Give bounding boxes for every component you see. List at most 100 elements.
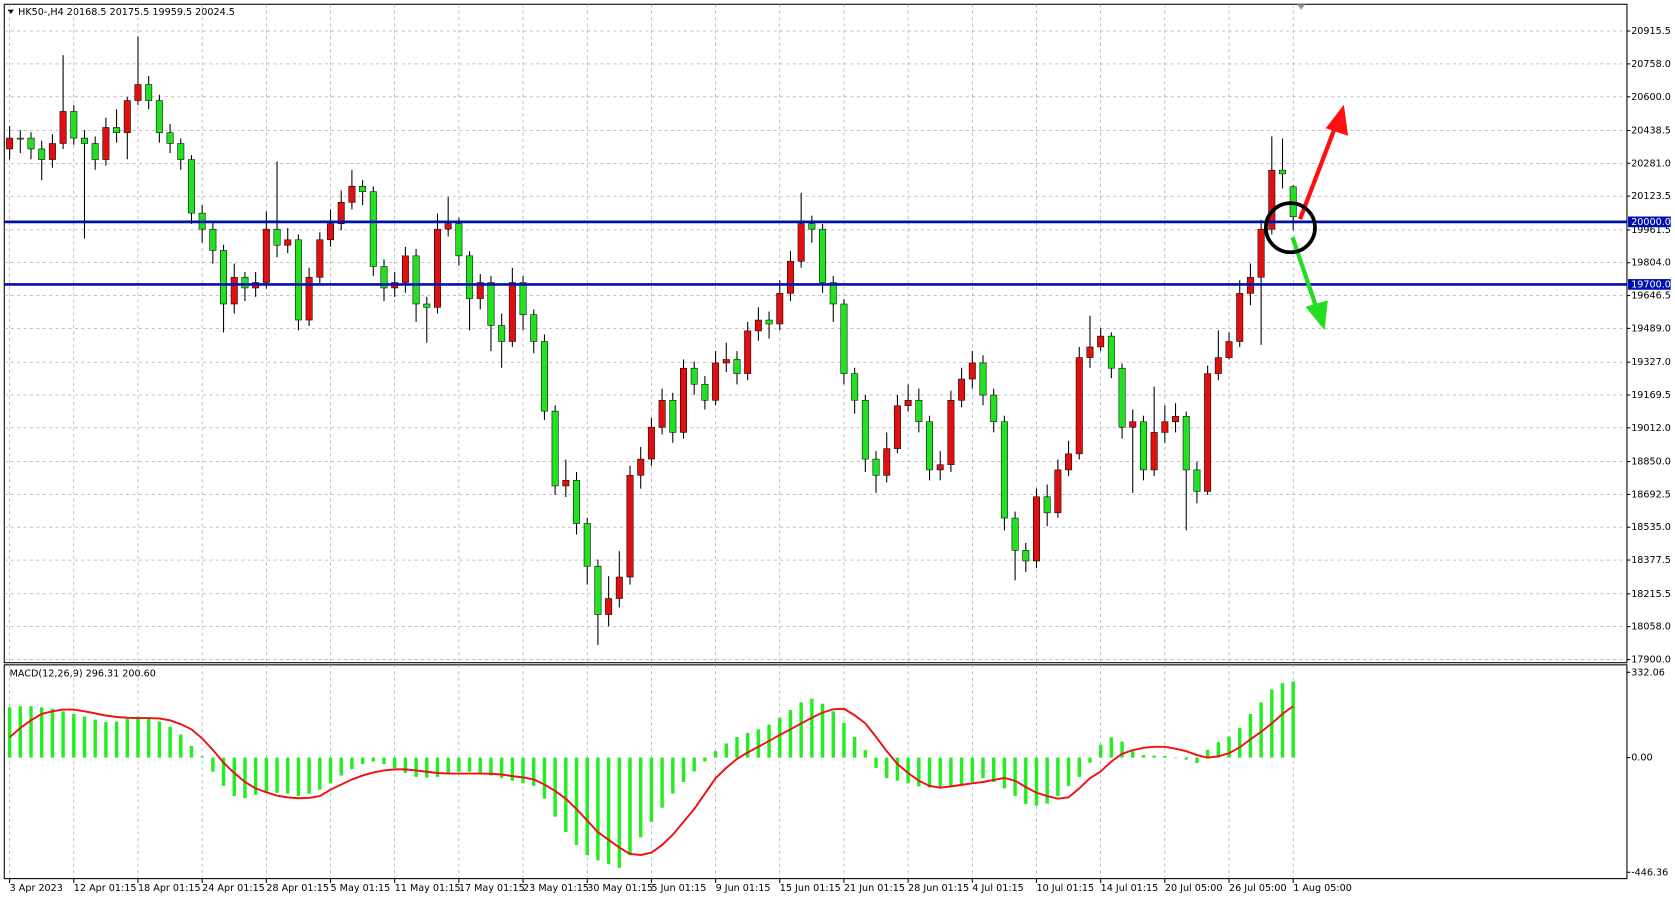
candle-body (59, 111, 67, 144)
histogram-bar (692, 757, 696, 772)
histogram-bar (1034, 757, 1039, 806)
candle-body (262, 228, 270, 283)
candle-body (1118, 367, 1126, 428)
histogram-bar (585, 757, 589, 856)
histogram-bar (221, 757, 226, 786)
candle-body (690, 367, 698, 385)
histogram-bar (885, 757, 889, 779)
y-tick-label: -446.36 (1631, 867, 1668, 878)
candle-body (658, 400, 666, 428)
x-tick-label: 26 Jul 05:00 (1229, 883, 1287, 894)
level-tag (1627, 216, 1671, 228)
candle-body (926, 421, 933, 471)
histogram-bar (296, 757, 301, 797)
histogram-bar (61, 711, 65, 758)
y-tick-label: 18535.0 (1631, 522, 1671, 533)
x-tick-label: 21 Jun 01:15 (844, 883, 905, 894)
y-tick-label: 20600.0 (1631, 92, 1671, 103)
candle-body (1193, 469, 1201, 492)
candle-body (81, 137, 88, 144)
symbol-menu-arrow[interactable] (7, 9, 14, 14)
candle-body (808, 223, 816, 230)
candle-body (990, 394, 998, 423)
histogram-bar (1248, 713, 1253, 758)
histogram-bar (1216, 742, 1221, 758)
candle-body (16, 137, 24, 140)
candle-body (316, 239, 324, 278)
histogram-bar (1152, 755, 1156, 758)
annotation (1263, 104, 1349, 331)
candle-body (102, 127, 110, 160)
signal-line (8, 705, 1294, 856)
level-label: 20000.0 (1631, 217, 1671, 228)
x-tick-label: 23 May 01:15 (523, 883, 589, 894)
histogram-bar (970, 757, 975, 783)
histogram-bar (532, 757, 536, 786)
candle-body (1257, 228, 1265, 278)
highlight-circle (1263, 201, 1317, 255)
y-tick-label: 18692.5 (1631, 489, 1671, 500)
histogram-bar (724, 743, 728, 758)
candle-body (401, 255, 409, 283)
candle-body (979, 362, 987, 396)
candle-body (134, 84, 142, 101)
histogram-bar (1280, 683, 1285, 758)
chart-shift-marker (1296, 4, 1306, 10)
candle-body (113, 127, 121, 133)
candle-body (348, 185, 356, 203)
candle-body (412, 255, 420, 305)
histogram-bar (114, 721, 119, 758)
histogram-bar (168, 726, 172, 758)
histogram-bar (1141, 755, 1146, 758)
price-panel-frame (3, 3, 1628, 664)
candle-body (1172, 416, 1180, 423)
histogram-bar (917, 757, 921, 787)
candle-body (829, 282, 837, 305)
candle-body (819, 228, 827, 283)
histogram-bar (29, 706, 33, 758)
x-tick-label: 1 Aug 05:00 (1293, 883, 1352, 894)
candle-body (305, 277, 313, 321)
candle-body (498, 325, 506, 342)
histogram-bar (820, 703, 825, 758)
histogram-bar (307, 757, 311, 794)
histogram-bar (671, 757, 675, 794)
x-tick-label: 17 May 01:15 (459, 883, 525, 894)
y-tick-label: 19012.0 (1631, 423, 1671, 434)
histogram-bar (18, 706, 23, 758)
x-tick-label: 12 Apr 01:15 (74, 883, 137, 894)
candle-body (369, 191, 377, 267)
histogram-bar (157, 721, 162, 758)
histogram-bar (446, 757, 450, 775)
histogram-bar (457, 757, 461, 772)
histogram-bar (756, 729, 761, 758)
candle-body (712, 362, 720, 401)
histogram-bar (136, 716, 140, 758)
candle-body (615, 576, 623, 599)
histogram-bar (350, 757, 354, 770)
histogram-bar (211, 757, 215, 772)
histogram-bar (243, 757, 247, 799)
candle-body (284, 239, 292, 246)
candle-body (380, 266, 388, 289)
histogram-bar (810, 698, 814, 758)
histogram-bar (852, 737, 857, 758)
candle-body (177, 143, 185, 160)
candle-body (551, 410, 559, 487)
histogram-bar (649, 757, 654, 822)
candle-body (423, 303, 431, 308)
histogram-bar (938, 757, 942, 788)
histogram-bar (328, 757, 333, 784)
histogram-bar (1238, 728, 1242, 758)
x-tick-label: 18 Apr 01:15 (138, 883, 201, 894)
histogram-bar (553, 757, 557, 817)
down-arrow (1290, 236, 1320, 311)
candle-body (38, 148, 46, 160)
candle-body (145, 84, 153, 101)
histogram-bar (660, 757, 664, 808)
x-tick-label: 5 May 01:15 (331, 883, 391, 894)
candle-body (754, 319, 762, 332)
histogram-bar (1120, 741, 1124, 758)
candle-body (209, 228, 217, 251)
candle-body (187, 159, 195, 214)
